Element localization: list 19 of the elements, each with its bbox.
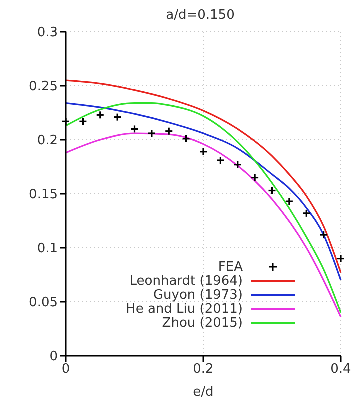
legend-label: Zhou (2015) (162, 316, 243, 330)
legend-label: He and Liu (2011) (126, 302, 243, 316)
legend-label: FEA (218, 260, 243, 274)
x-tick-label: 0.4 (330, 362, 352, 378)
y-tick-label: 0.1 (37, 242, 58, 257)
x-tick-label: 0 (62, 362, 70, 378)
legend-label: Guyon (1973) (153, 288, 243, 302)
chart-title: a/d=0.150 (165, 8, 236, 24)
y-tick-label: 0 (50, 350, 58, 365)
y-tick-label: 0.25 (29, 80, 58, 95)
y-tick-label: 0.15 (29, 188, 58, 203)
line-series (65, 132, 342, 318)
y-tick-label: 0.3 (37, 26, 58, 41)
x-axis-title: e/d (193, 385, 214, 400)
x-tick-label: 0.2 (193, 362, 214, 378)
line-series (65, 102, 342, 314)
legend-label: Leonhardt (1964) (130, 274, 243, 288)
y-tick-label: 0.2 (37, 134, 58, 149)
y-tick-label: 0.05 (29, 296, 58, 311)
